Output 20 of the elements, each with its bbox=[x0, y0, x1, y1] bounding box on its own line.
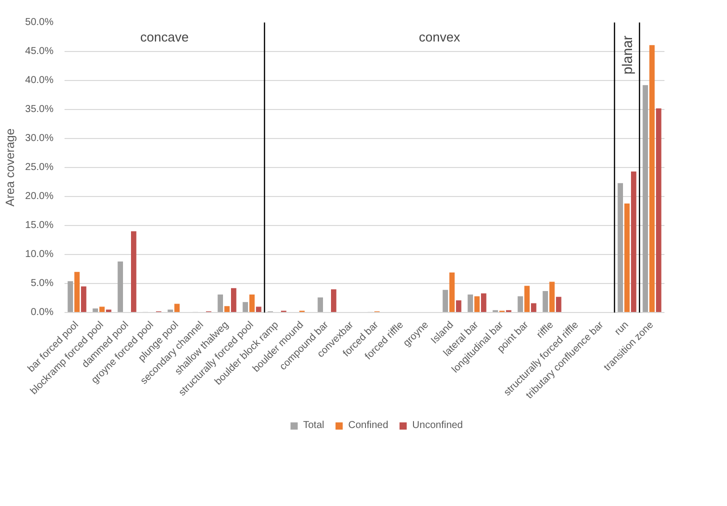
y-tick-label: 10.0% bbox=[25, 249, 54, 260]
y-tick-label: 0.0% bbox=[30, 307, 54, 318]
annotation: planar bbox=[619, 35, 635, 74]
y-tick-label: 45.0% bbox=[25, 46, 54, 57]
y-tick-label: 15.0% bbox=[25, 220, 54, 231]
y-tick-label: 20.0% bbox=[25, 191, 54, 202]
legend-label: Unconfined bbox=[412, 419, 463, 431]
x-tick-label: riffle bbox=[534, 319, 556, 341]
y-tick-label: 50.0% bbox=[25, 17, 54, 28]
x-tick-label: run bbox=[612, 320, 631, 338]
legend-label: Confined bbox=[348, 419, 388, 431]
annotation: concave bbox=[140, 29, 189, 44]
y-tick-label: 30.0% bbox=[25, 133, 54, 144]
y-tick-label: 35.0% bbox=[25, 104, 54, 115]
y-axis-title: Area coverage bbox=[3, 128, 18, 207]
y-tick-label: 5.0% bbox=[30, 278, 54, 289]
legend-label: Total bbox=[303, 419, 324, 431]
annotation: convex bbox=[418, 29, 461, 44]
y-tick-label: 40.0% bbox=[25, 75, 54, 86]
y-tick-label: 25.0% bbox=[25, 162, 54, 173]
